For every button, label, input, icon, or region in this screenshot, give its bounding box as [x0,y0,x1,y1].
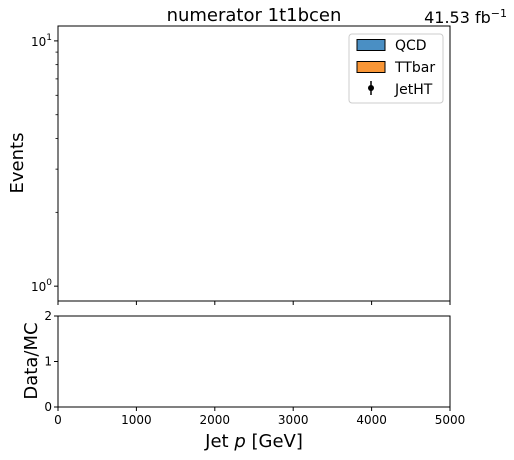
main-y-tick-label-exp-1: 1 [46,33,52,43]
ratio-panel: 0 1 2 0 1000 2000 3000 4000 5000 Data/MC Jet p … [21,309,465,452]
chart-title: numerator 1t1bcen [167,5,342,26]
luminosity-value: 41.53 fb [424,8,491,27]
x-tick-label-0: 0 [54,413,62,427]
x-tick-label-5: 5000 [435,413,466,427]
x-axis-label-symbol: p [233,431,245,452]
x-tick-label-3: 3000 [278,413,309,427]
main-y-axis-label: Events [7,133,28,194]
main-y-tick-label-0: 100 [31,278,52,294]
x-axis-label-suffix: [GeV] [246,431,303,452]
legend-label-ttbar: TTbar [394,60,435,76]
x-tick-label-1: 1000 [121,413,152,427]
ratio-y-ticks: 0 1 2 [44,309,58,414]
x-axis-label-prefix: Jet [204,431,234,452]
luminosity-label: 41.53 fb−1 [424,7,507,27]
ratio-y-tick-label-2: 2 [44,309,52,323]
ratio-y-axis-label: Data/MC [21,322,42,399]
x-tick-label-4: 4000 [356,413,387,427]
ratio-y-tick-label-1: 1 [44,355,52,369]
ratio-plot-area [57,315,451,408]
main-y-tick-label-base-0: 10 [31,280,46,294]
main-y-tick-label-1: 101 [31,33,52,49]
legend-swatch-ttbar [356,61,386,73]
main-y-tick-label-exp-0: 0 [46,278,52,288]
legend-marker-jetht [368,85,374,91]
main-y-tick-label-base-1: 10 [31,35,46,49]
legend-swatch-qcd [356,39,386,51]
x-axis-label: Jet p [GeV] [204,431,303,452]
ratio-x-ticks: 0 1000 2000 3000 4000 5000 [54,407,465,427]
legend-label-qcd: QCD [395,38,427,54]
legend-label-jetht: JetHT [394,82,433,98]
legend: QCD TTbar JetHT [348,33,444,104]
luminosity-exponent: −1 [491,7,507,20]
main-x-ticks [57,301,451,305]
x-tick-label-2: 2000 [200,413,231,427]
ratio-y-tick-label-0: 0 [44,400,52,414]
